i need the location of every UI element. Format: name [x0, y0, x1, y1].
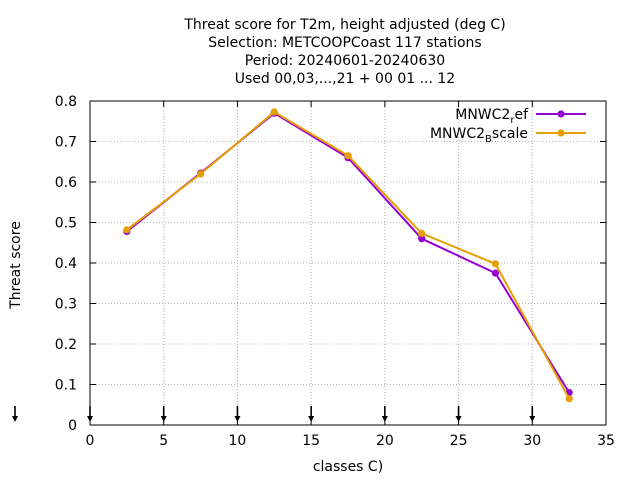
y-tick-label: 0	[68, 418, 77, 434]
data-point	[123, 226, 131, 234]
arrow-marker-head	[234, 416, 241, 422]
x-tick-label: 30	[523, 433, 541, 449]
data-point	[270, 108, 278, 116]
x-axis-label: classes C)	[313, 459, 383, 475]
data-point	[491, 269, 500, 277]
x-tick-label: 25	[450, 433, 468, 449]
title-line: Selection: METCOOPCoast 117 stations	[208, 35, 481, 51]
grid-lines	[90, 101, 606, 425]
arrow-marker-head	[529, 416, 536, 422]
x-tick-label: 15	[302, 433, 320, 449]
x-tick-label: 35	[597, 433, 615, 449]
title-line: Used 00,03,...,21 + 00 01 ... 12	[235, 71, 455, 87]
data-point	[565, 395, 573, 403]
data-point	[418, 235, 426, 243]
title-line: Period: 20240601-20240630	[245, 53, 445, 69]
y-tick-label: 0.6	[55, 175, 77, 191]
legend-label-main: MNWC2	[430, 126, 485, 142]
y-tick-label: 0.7	[55, 135, 77, 151]
legend-label-1: MNWC2Bscale	[430, 126, 528, 145]
arrow-marker-head	[308, 416, 315, 422]
legend-marker-0	[557, 110, 565, 118]
legend-label-rest: scale	[492, 126, 528, 142]
legend-marker-1	[557, 129, 565, 137]
data-point	[196, 170, 205, 178]
legend-label-0: MNWC2ref	[455, 107, 529, 126]
data-point	[418, 229, 426, 238]
y-tick-label: 0.4	[55, 256, 77, 272]
chart-title: Threat score for T2m, height adjusted (d…	[183, 17, 505, 87]
data-point	[344, 152, 352, 160]
data-series	[123, 108, 573, 403]
y-tick-label: 0.2	[55, 337, 77, 353]
y-axis-label: Threat score	[8, 221, 24, 310]
arrow-marker-head	[87, 416, 93, 422]
arrow-marker-head	[455, 416, 462, 422]
arrow-marker-head	[381, 416, 388, 422]
legend-label-sub: r	[510, 115, 515, 126]
x-tick-label: 10	[229, 433, 247, 449]
y-tick-label: 0.3	[55, 297, 77, 313]
arrow-marker-head	[12, 416, 18, 422]
y-tick-label: 0.1	[55, 378, 77, 394]
legend-label-sub: B	[485, 134, 492, 145]
y-tick-label: 0.5	[55, 216, 77, 232]
x-tick-label: 5	[159, 433, 168, 449]
arrow-markers	[12, 406, 536, 422]
x-tick-label: 0	[86, 433, 95, 449]
y-axis-ticks: 0 0.1 0.2 0.3 0.4 0.5 0.6 0.7 0.8	[55, 94, 606, 434]
x-tick-label: 20	[376, 433, 394, 449]
arrow-marker-head	[160, 416, 167, 422]
title-line: Threat score for T2m, height adjusted (d…	[183, 17, 505, 33]
legend-label-rest: ef	[514, 107, 529, 123]
data-point	[491, 260, 500, 268]
legend-label-main: MNWC2	[455, 107, 510, 123]
y-tick-label: 0.8	[55, 94, 77, 110]
